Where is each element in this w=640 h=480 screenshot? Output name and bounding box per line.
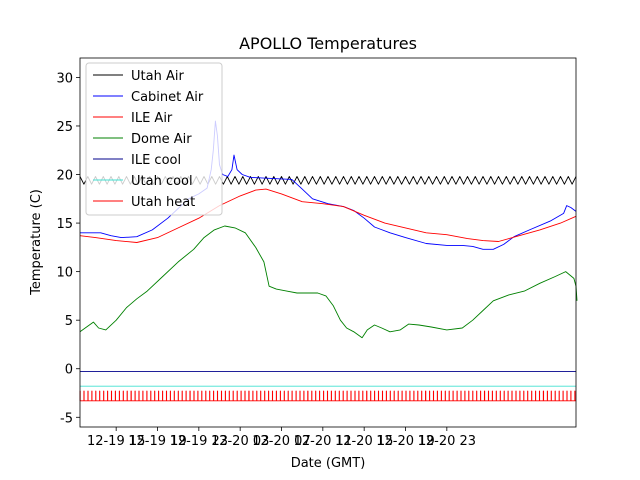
y-tick-label: 5 (65, 314, 73, 329)
x-tick-label: 12-20 07 (252, 434, 310, 449)
y-axis: -5 0 5 10 15 20 25 30 (56, 71, 80, 426)
y-tick-label: -5 (60, 411, 73, 426)
x-tick-label: 12-19 19 (128, 434, 186, 449)
plot-border (79, 57, 577, 428)
x-tick-label: 12-20 23 (418, 434, 476, 449)
series-line-utah-heat (79, 390, 576, 402)
y-tick-label: 20 (56, 169, 73, 184)
legend-label: ILE cool (131, 153, 181, 168)
y-tick-label: 30 (56, 71, 73, 86)
series-line-ile-air (79, 188, 577, 243)
legend-label: Utah Air (131, 69, 184, 84)
y-axis-label: Temperature (C) (29, 189, 44, 296)
y-tick-label: 10 (56, 266, 73, 281)
y-tick-label: 25 (56, 120, 73, 135)
legend-label: Cabinet Air (131, 90, 204, 105)
y-tick-label: 0 (65, 363, 73, 378)
chart-title: APOLLO Temperatures (239, 34, 417, 53)
x-tick-label: 12-19 23 (170, 434, 228, 449)
y-tick-label: 15 (56, 217, 73, 232)
x-tick-label: 12-20 19 (376, 434, 434, 449)
x-tick-label: 12-20 03 (211, 434, 269, 449)
legend: Utah Air Cabinet Air ILE Air Dome Air ILE co… (85, 62, 223, 216)
x-tick-label: 12-20 11 (294, 434, 352, 449)
legend-label: ILE Air (131, 111, 173, 126)
x-tick-label: 12-19 15 (87, 434, 145, 449)
legend-label: Utah heat (131, 195, 195, 210)
x-tick-label: 12-20 15 (335, 434, 393, 449)
legend-box (85, 62, 223, 216)
x-axis-label: Date (GMT) (291, 456, 366, 471)
legend-label: Dome Air (131, 132, 192, 147)
legend-label: Utah cool (131, 174, 193, 189)
series-line-dome-air (79, 225, 578, 339)
